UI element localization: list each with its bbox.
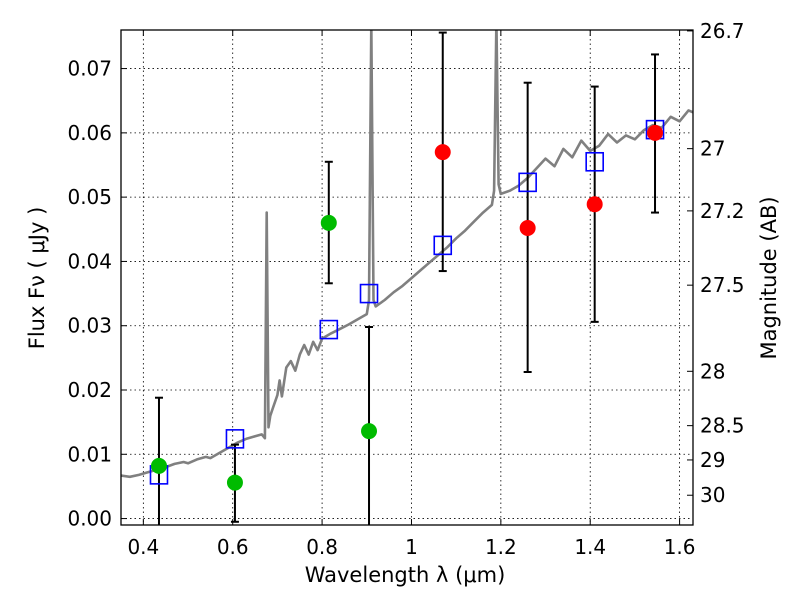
green-data-point: [320, 214, 337, 231]
green-data-point: [361, 423, 378, 440]
red-data-point: [519, 220, 536, 236]
x-axis-title: Wavelength λ (μm): [305, 563, 506, 587]
right-tick-label: 30: [700, 483, 725, 507]
y-tick-label: 0.04: [67, 249, 112, 273]
x-tick-label: 0.8: [306, 535, 338, 559]
green-data-point: [150, 457, 167, 474]
x-tick-label: 1: [405, 535, 418, 559]
x-axis-label: Wavelength λ (μm): [305, 563, 506, 587]
red-data-point: [434, 144, 451, 161]
right-tick-label: 27.2: [700, 199, 745, 223]
y-tick-label: 0.02: [67, 378, 112, 402]
y-tick-label: 0.00: [67, 507, 112, 531]
red-data-point: [647, 124, 664, 141]
x-tick-label: 1.2: [485, 535, 517, 559]
y-tick-label: 0.01: [67, 442, 112, 466]
x-tick-label: 1.4: [574, 535, 606, 559]
y-tick-label: 0.07: [67, 57, 112, 81]
synthetic-photometry-square: [359, 283, 379, 304]
synthetic-photometry-square: [585, 151, 604, 172]
red-data-point: [586, 196, 603, 213]
axes: 0.4 0.6 0.8 1 1.2 1.4 1.6 0.00 0.01 0.02 0.03 0.04 0…: [67, 19, 744, 559]
y-axis-title: Flux Fν ( μJy ): [25, 207, 49, 350]
synthetic-photometry-square: [225, 429, 245, 449]
x-tick-label: 0.4: [127, 535, 159, 559]
model-spectrum-line: [121, 30, 693, 479]
right-axis-title: Magnitude (AB): [757, 196, 781, 359]
right-axis-label: Magnitude (AB): [757, 196, 781, 359]
right-tick-label: 28: [700, 359, 725, 383]
x-tick-label: 1.6: [664, 535, 696, 559]
right-tick-label: 27: [700, 137, 725, 161]
y-tick-label: 0.03: [67, 314, 112, 338]
grid: [121, 30, 693, 525]
right-tick-label: 27.5: [700, 273, 745, 297]
right-tick-label: 29: [700, 448, 725, 472]
plot-frame: [120, 29, 694, 526]
green-data-point: [226, 474, 243, 491]
plot-area: [121, 30, 693, 525]
x-tick-label: 0.6: [217, 535, 249, 559]
synthetic-photometry-square: [518, 172, 537, 193]
right-tick-label: 28.5: [700, 414, 745, 438]
y-tick-label: 0.06: [67, 121, 112, 145]
synthetic-photometry-square: [319, 319, 339, 340]
synthetic-photometry-square: [433, 235, 453, 256]
y-tick-label: 0.05: [67, 185, 112, 209]
right-tick-label: 26.7: [700, 19, 745, 43]
y-axis-label: Flux Fν ( μJy ): [25, 207, 49, 350]
